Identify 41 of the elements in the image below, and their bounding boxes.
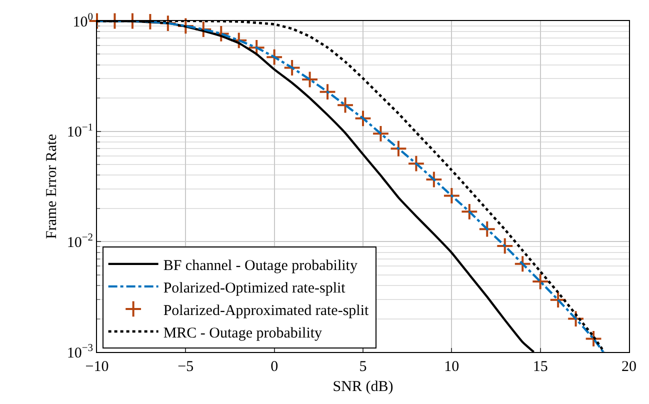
point (478, 220, 496, 238)
y-tick-label: 10$^{−2}$ (66, 232, 93, 251)
point (266, 48, 284, 66)
x-axis-title: SNR (dB) (332, 379, 394, 395)
point (532, 272, 550, 290)
point (159, 14, 177, 32)
point (390, 140, 408, 158)
y-axis-title: Frame Error Rate (44, 134, 60, 239)
x-tick-label: −5 (178, 359, 194, 375)
point (372, 124, 390, 142)
point (336, 96, 354, 114)
legend-label: BF channel - Outage probability (163, 258, 358, 274)
legend-label: MRC - Outage probability (163, 325, 323, 342)
point (283, 59, 301, 76)
x-tick-label: −10 (85, 359, 109, 375)
x-tick-label: 15 (532, 359, 548, 375)
legend-label: Polarized-Optimized rate-split (163, 280, 346, 296)
x-tick-label: 10 (444, 359, 460, 375)
point (567, 310, 584, 328)
point (318, 83, 336, 101)
point (408, 154, 425, 172)
point (460, 202, 478, 220)
y-tick-label: 10$^{−1}$ (66, 122, 93, 141)
point (248, 38, 266, 56)
point (176, 17, 194, 35)
point (514, 255, 532, 273)
point (212, 25, 230, 42)
point (301, 70, 318, 88)
y-tick-label: 10$^{−3}$ (66, 342, 93, 362)
legend-label: Polarized-Approximated rate-split (163, 302, 370, 319)
point (496, 237, 514, 255)
point (354, 110, 372, 128)
point (549, 291, 567, 309)
point (194, 20, 212, 38)
x-tick-label: 20 (622, 359, 636, 375)
point (442, 187, 460, 204)
point (425, 170, 443, 188)
x-tick-label: 0 (270, 359, 278, 375)
x-tick-label: 5 (359, 359, 367, 375)
point (584, 330, 602, 348)
point (230, 32, 248, 50)
